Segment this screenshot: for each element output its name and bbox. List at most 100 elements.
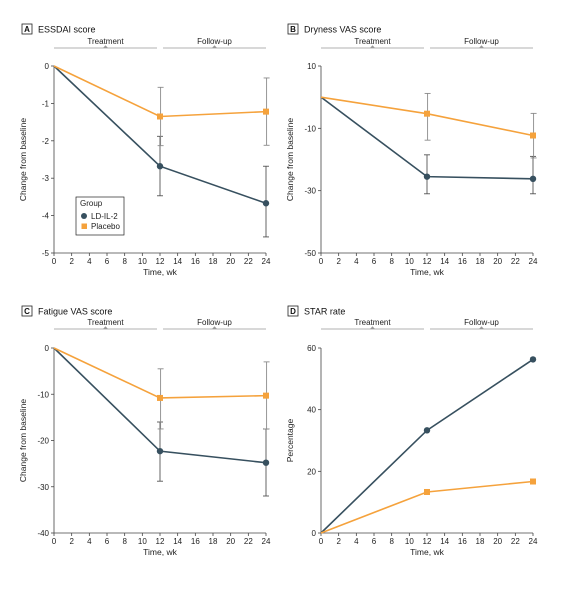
x-tick-label: 20 xyxy=(226,537,235,546)
data-point-ld-il2 xyxy=(262,200,270,207)
x-tick-label: 10 xyxy=(138,537,147,546)
y-tick-label: -40 xyxy=(37,529,49,538)
panel-title: Fatigue VAS score xyxy=(38,307,112,317)
series-line xyxy=(53,65,267,118)
y-tick-label: -20 xyxy=(37,437,49,446)
series-line xyxy=(320,358,534,534)
x-tick-label: 18 xyxy=(209,257,218,266)
panel-letter: A xyxy=(24,25,30,34)
error-bar xyxy=(530,155,536,195)
y-tick-label: 0 xyxy=(45,344,50,353)
x-tick-label: 22 xyxy=(244,537,253,546)
y-tick-label: 0 xyxy=(312,529,317,538)
series-placebo xyxy=(320,92,537,159)
x-tick-label: 24 xyxy=(262,537,271,546)
data-point-placebo xyxy=(263,392,269,399)
x-tick-label: 8 xyxy=(389,537,394,546)
y-tick-label: -30 xyxy=(37,483,49,492)
y-tick-label: 0 xyxy=(45,62,50,71)
panel-letter: B xyxy=(290,25,296,34)
x-tick-label: 4 xyxy=(354,257,359,266)
phase-bar-marker xyxy=(212,326,217,329)
series-ld-il2 xyxy=(53,347,270,497)
x-tick-label: 12 xyxy=(156,537,165,546)
phase-label-treatment: Treatment xyxy=(87,37,124,46)
x-tick-label: 22 xyxy=(244,257,253,266)
x-axis-label: Time, wk xyxy=(410,267,444,277)
x-tick-label: 20 xyxy=(226,257,235,266)
x-tick-label: 14 xyxy=(440,257,449,266)
x-tick-label: 2 xyxy=(336,257,341,266)
legend-title: Group xyxy=(80,199,103,208)
x-tick-label: 0 xyxy=(52,537,57,546)
panel-letter-box xyxy=(287,305,299,317)
x-tick-label: 14 xyxy=(173,537,182,546)
phase-bar-marker xyxy=(479,326,484,329)
x-tick-label: 6 xyxy=(105,257,110,266)
x-tick-label: 18 xyxy=(476,537,485,546)
panel-letter-box xyxy=(21,23,33,35)
series-placebo xyxy=(53,65,270,147)
x-tick-label: 16 xyxy=(458,537,467,546)
y-tick-label: -3 xyxy=(42,174,50,183)
x-tick-label: 8 xyxy=(389,257,394,266)
y-tick-label: -50 xyxy=(304,249,316,258)
phase-bar-marker xyxy=(479,45,484,48)
panel-letter: C xyxy=(24,307,30,316)
x-tick-label: 20 xyxy=(493,537,502,546)
phase-bar-marker xyxy=(212,45,217,48)
data-point-ld-il2 xyxy=(423,173,431,180)
x-tick-label: 6 xyxy=(372,537,377,546)
x-axis-label: Time, wk xyxy=(143,267,177,277)
phase-label-follow-up: Follow-up xyxy=(197,37,232,46)
x-tick-label: 6 xyxy=(372,257,377,266)
x-tick-label: 12 xyxy=(423,537,432,546)
y-axis-label: Percentage xyxy=(285,418,295,462)
y-tick-label: -5 xyxy=(42,249,50,258)
x-tick-label: 12 xyxy=(156,257,165,266)
y-axis-label: Change from baseline xyxy=(18,399,28,482)
phase-label-follow-up: Follow-up xyxy=(464,318,499,327)
data-point-placebo xyxy=(424,488,430,495)
series-placebo xyxy=(53,347,270,430)
data-point-ld-il2 xyxy=(529,356,537,363)
x-tick-label: 8 xyxy=(122,537,127,546)
x-tick-label: 20 xyxy=(493,257,502,266)
x-axis-label: Time, wk xyxy=(143,547,177,557)
series-placebo xyxy=(320,478,536,534)
data-point-placebo xyxy=(530,132,536,139)
data-point-placebo xyxy=(263,108,269,115)
x-tick-label: 0 xyxy=(52,257,57,266)
y-tick-label: -1 xyxy=(42,99,50,108)
x-tick-label: 24 xyxy=(529,257,538,266)
data-point-ld-il2 xyxy=(262,459,270,466)
x-tick-label: 0 xyxy=(319,537,324,546)
data-point-placebo xyxy=(424,110,430,117)
x-tick-label: 16 xyxy=(458,257,467,266)
panel-title: STAR rate xyxy=(304,307,345,317)
phase-bar-marker xyxy=(103,45,108,48)
phase-label-treatment: Treatment xyxy=(354,37,391,46)
phase-label-follow-up: Follow-up xyxy=(464,37,499,46)
series-ld-il2 xyxy=(320,96,537,195)
x-tick-label: 24 xyxy=(262,257,271,266)
x-tick-label: 2 xyxy=(336,537,341,546)
y-tick-label: -30 xyxy=(304,187,316,196)
legend-marker-placebo xyxy=(81,223,87,229)
y-axis-label: Change from baseline xyxy=(285,118,295,201)
y-tick-label: 20 xyxy=(307,467,316,476)
legend-marker-ld-il2 xyxy=(81,213,87,219)
x-tick-label: 10 xyxy=(405,537,414,546)
x-tick-label: 0 xyxy=(319,257,324,266)
series-line xyxy=(53,347,267,399)
data-point-placebo xyxy=(530,478,536,485)
panel-letter: D xyxy=(290,307,296,316)
x-tick-label: 6 xyxy=(105,537,110,546)
data-point-ld-il2 xyxy=(529,175,537,183)
x-tick-label: 14 xyxy=(173,257,182,266)
